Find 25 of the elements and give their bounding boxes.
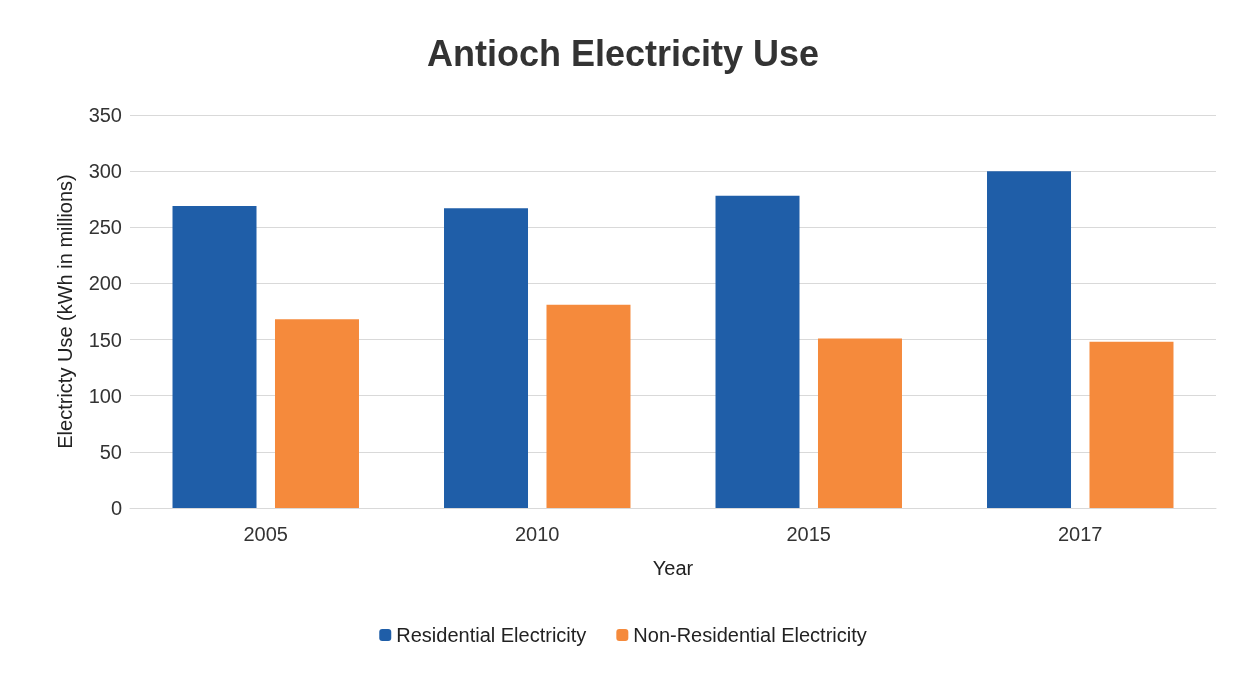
x-tick-label: 2015 (786, 523, 831, 545)
bar (715, 195, 800, 508)
bar (546, 304, 631, 508)
x-tick-label: 2005 (243, 523, 288, 545)
bar (172, 205, 257, 508)
bar (817, 338, 902, 508)
y-tick-label: 50 (99, 440, 122, 463)
y-axis-title: Electricty Use (kWh in millions) (54, 174, 76, 449)
y-tick-label: 200 (88, 272, 122, 295)
y-tick-label: 150 (88, 328, 122, 351)
legend-label: Non-Residential Electricity (633, 624, 867, 646)
bar (444, 208, 529, 508)
bar (1089, 341, 1174, 508)
x-axis-title: Year (652, 557, 694, 579)
bar (987, 171, 1072, 508)
x-tick-label: 2017 (1058, 523, 1103, 545)
y-tick-label: 300 (88, 160, 122, 183)
y-tick-label: 250 (88, 216, 122, 239)
legend-label: Residential Electricity (396, 624, 587, 646)
y-tick-label: 100 (88, 384, 122, 407)
bar (274, 319, 359, 508)
y-tick-label: 0 (110, 497, 122, 519)
y-tick-label: 350 (88, 104, 122, 126)
x-tick-label: 2010 (515, 523, 560, 545)
chart-title: Antioch Electricity Use (426, 32, 820, 74)
